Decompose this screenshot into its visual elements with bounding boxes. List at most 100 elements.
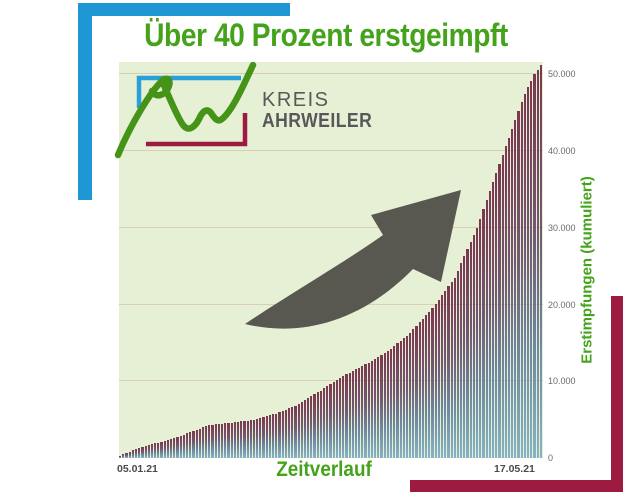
bar [440, 295, 444, 458]
bar [447, 286, 450, 458]
y-tick-label: 0 [548, 453, 554, 463]
bar [539, 65, 542, 458]
bar [211, 424, 214, 458]
bar [520, 102, 523, 458]
bar [150, 444, 154, 458]
bar [409, 332, 412, 458]
bar [374, 358, 377, 458]
bar [246, 420, 249, 458]
bar [367, 362, 370, 458]
bar [399, 340, 402, 458]
bar [444, 290, 447, 458]
y-tick-label: 30.000 [548, 222, 576, 233]
bar [316, 392, 319, 458]
bar [463, 256, 466, 458]
bar [119, 455, 122, 458]
bar [469, 242, 472, 458]
bar [415, 325, 418, 458]
bar [338, 378, 342, 458]
bar [198, 428, 201, 458]
bar [479, 218, 482, 458]
y-tick-label: 20.000 [548, 299, 576, 310]
grid-line [119, 73, 543, 75]
bar [166, 440, 169, 458]
bar [170, 438, 173, 458]
bar [514, 120, 517, 458]
bar [157, 442, 160, 458]
bar [361, 366, 364, 458]
bar [517, 111, 520, 458]
bar [476, 227, 479, 458]
bar [265, 416, 268, 458]
bar [128, 451, 131, 458]
bar [450, 282, 453, 458]
bar [236, 421, 240, 458]
bar [272, 414, 275, 458]
bar [275, 413, 278, 458]
bar [294, 405, 297, 458]
bar [297, 404, 300, 458]
grid-line [119, 226, 543, 228]
y-tick-label: 40.000 [548, 146, 576, 156]
bar [351, 370, 354, 458]
logo-aw-squiggle [114, 61, 257, 159]
bar [358, 367, 361, 458]
bar [189, 432, 192, 458]
bar [154, 443, 157, 458]
bar [262, 417, 265, 458]
bar [482, 209, 485, 458]
blue-frame-top [78, 3, 290, 16]
bar [217, 424, 220, 458]
bar [284, 409, 287, 458]
grid-line [119, 380, 543, 382]
bar [453, 277, 456, 458]
bar [300, 402, 303, 458]
bar [393, 346, 396, 458]
logo-text-ahrweiler: AHRWEILER [262, 110, 373, 132]
bar [249, 420, 252, 458]
bar [303, 400, 307, 458]
bar [527, 87, 530, 458]
bar [421, 318, 424, 458]
bar [511, 129, 514, 458]
bar [147, 445, 150, 458]
bar [370, 360, 373, 458]
bar [268, 415, 271, 458]
bar [131, 450, 134, 458]
bar [431, 308, 434, 458]
bar [323, 388, 326, 458]
bar [507, 137, 511, 458]
bar [405, 335, 409, 458]
bar [256, 418, 259, 458]
bar [313, 394, 316, 458]
bar [310, 396, 313, 458]
bar [498, 163, 501, 458]
bar [380, 355, 383, 458]
bar [201, 427, 205, 458]
bar [456, 270, 460, 458]
bar [185, 433, 189, 458]
bar [287, 408, 291, 458]
bar [418, 322, 421, 458]
logo-blue-bracket [136, 75, 241, 108]
bar [533, 74, 536, 458]
bar [195, 429, 198, 458]
bar [434, 304, 437, 458]
bar [335, 380, 338, 458]
bar [319, 390, 322, 458]
chart-plot-area [119, 62, 543, 458]
bar [354, 369, 358, 458]
bar [205, 426, 208, 458]
bar [243, 420, 246, 458]
bar [485, 200, 488, 458]
bar [348, 372, 351, 458]
bar [364, 364, 367, 458]
bar [134, 449, 138, 458]
bar [412, 329, 415, 458]
bar [383, 353, 386, 458]
bar [396, 343, 399, 458]
bar [377, 356, 380, 458]
bar [230, 422, 233, 458]
y-tick-label: 50.000 [548, 69, 576, 80]
